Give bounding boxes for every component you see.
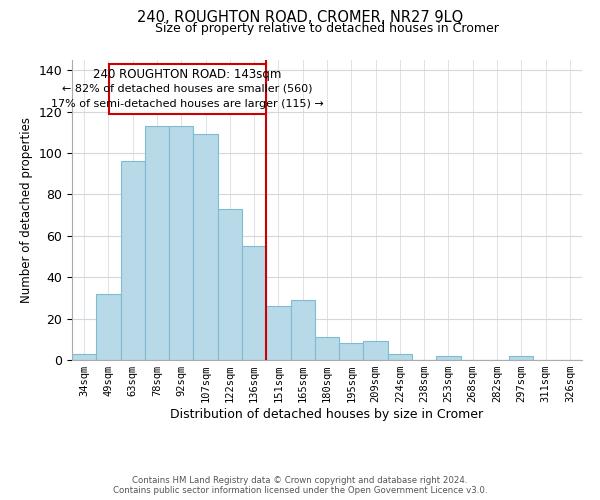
Bar (193, 134, 218, 360)
Bar (436, 356, 461, 360)
Bar (315, 337, 339, 360)
Bar (121, 162, 145, 360)
Text: 240, ROUGHTON ROAD, CROMER, NR27 9LQ: 240, ROUGHTON ROAD, CROMER, NR27 9LQ (137, 10, 463, 25)
Bar (509, 356, 533, 360)
Bar (242, 246, 266, 360)
FancyBboxPatch shape (109, 64, 266, 114)
Bar (96, 294, 121, 360)
X-axis label: Distribution of detached houses by size in Cromer: Distribution of detached houses by size … (170, 408, 484, 421)
Bar (145, 126, 169, 360)
Bar (364, 342, 388, 360)
Text: ← 82% of detached houses are smaller (560): ← 82% of detached houses are smaller (56… (62, 84, 313, 94)
Bar (290, 300, 315, 360)
Y-axis label: Number of detached properties: Number of detached properties (20, 117, 33, 303)
Text: 17% of semi-detached houses are larger (115) →: 17% of semi-detached houses are larger (… (51, 99, 324, 109)
Bar (72, 354, 96, 360)
Bar (169, 126, 193, 360)
Bar (339, 344, 364, 360)
Title: Size of property relative to detached houses in Cromer: Size of property relative to detached ho… (155, 22, 499, 35)
Bar (266, 306, 290, 360)
Bar (218, 209, 242, 360)
Text: Contains HM Land Registry data © Crown copyright and database right 2024.
Contai: Contains HM Land Registry data © Crown c… (113, 476, 487, 495)
Bar (388, 354, 412, 360)
Text: 240 ROUGHTON ROAD: 143sqm: 240 ROUGHTON ROAD: 143sqm (93, 68, 281, 80)
